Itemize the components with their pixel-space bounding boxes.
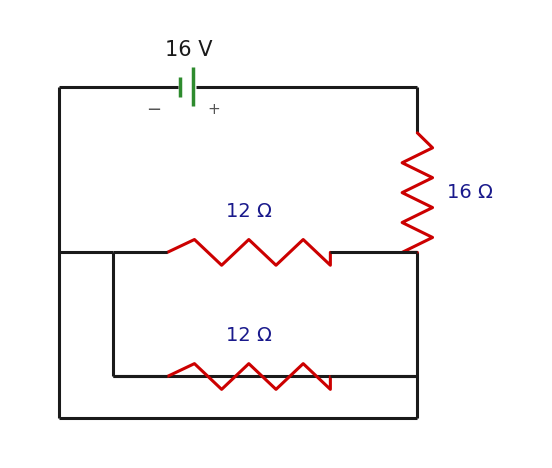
- Text: 16 V: 16 V: [165, 40, 213, 60]
- Text: 12 Ω: 12 Ω: [226, 326, 272, 344]
- Text: 12 Ω: 12 Ω: [226, 202, 272, 220]
- Text: −: −: [146, 101, 161, 119]
- Text: 16 Ω: 16 Ω: [447, 183, 493, 202]
- Text: +: +: [207, 102, 220, 117]
